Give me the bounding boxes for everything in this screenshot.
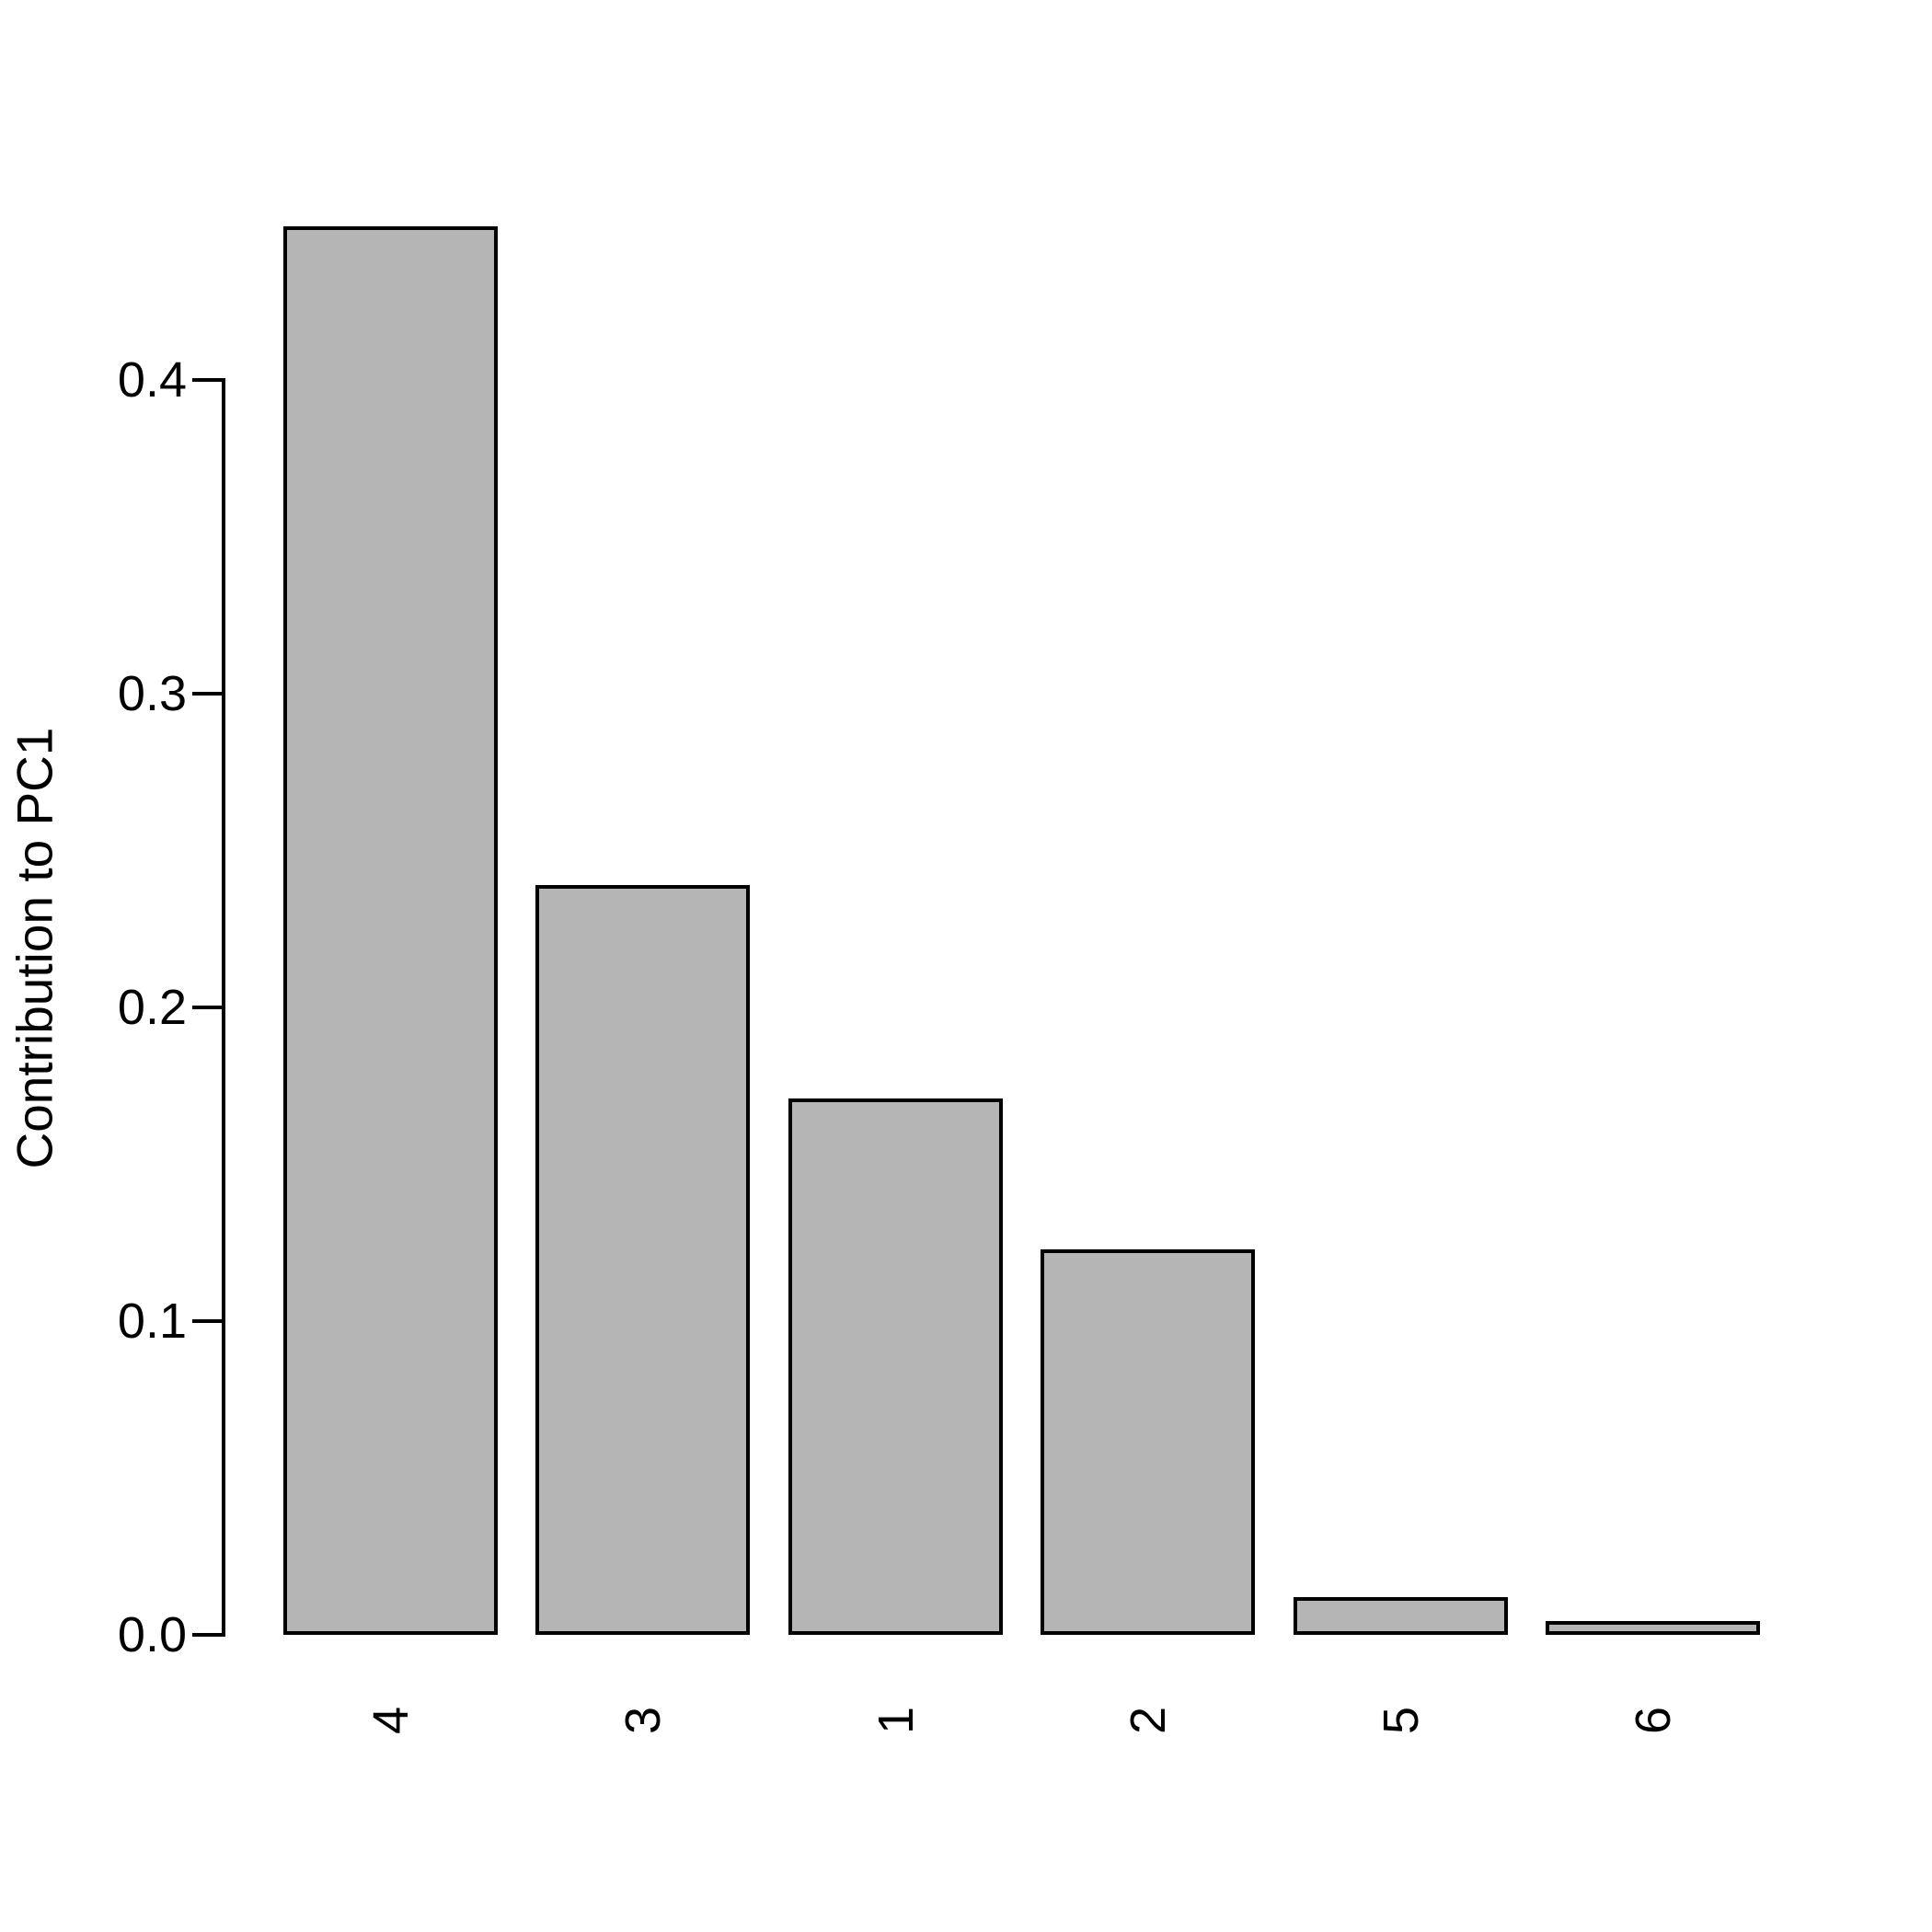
y-axis-tick-label: 0.2 bbox=[117, 980, 187, 1035]
y-axis-line bbox=[222, 378, 225, 1637]
bar bbox=[283, 226, 498, 1635]
bar bbox=[1546, 1621, 1760, 1635]
bar bbox=[535, 885, 750, 1635]
x-axis-tick-label: 3 bbox=[615, 1706, 671, 1735]
y-axis-tick bbox=[192, 1006, 222, 1009]
y-axis-tick bbox=[192, 1319, 222, 1323]
bar bbox=[788, 1098, 1003, 1635]
bar bbox=[1294, 1597, 1508, 1635]
y-axis-tick bbox=[192, 1633, 222, 1637]
y-axis-tick bbox=[192, 378, 222, 382]
bar bbox=[1041, 1249, 1255, 1635]
x-axis-tick-label: 2 bbox=[1121, 1706, 1176, 1735]
x-axis-tick-label: 6 bbox=[1626, 1706, 1681, 1735]
y-axis-tick bbox=[192, 692, 222, 696]
y-axis-tick-label: 0.3 bbox=[117, 666, 187, 721]
y-axis-tick-label: 0.4 bbox=[117, 352, 187, 408]
y-axis-tick-label: 0.1 bbox=[117, 1294, 187, 1349]
x-axis-tick-label: 1 bbox=[868, 1706, 924, 1735]
y-axis-tick-label: 0.0 bbox=[117, 1607, 187, 1662]
x-axis-tick-label: 5 bbox=[1374, 1706, 1429, 1735]
x-axis-tick-label: 4 bbox=[363, 1706, 419, 1735]
